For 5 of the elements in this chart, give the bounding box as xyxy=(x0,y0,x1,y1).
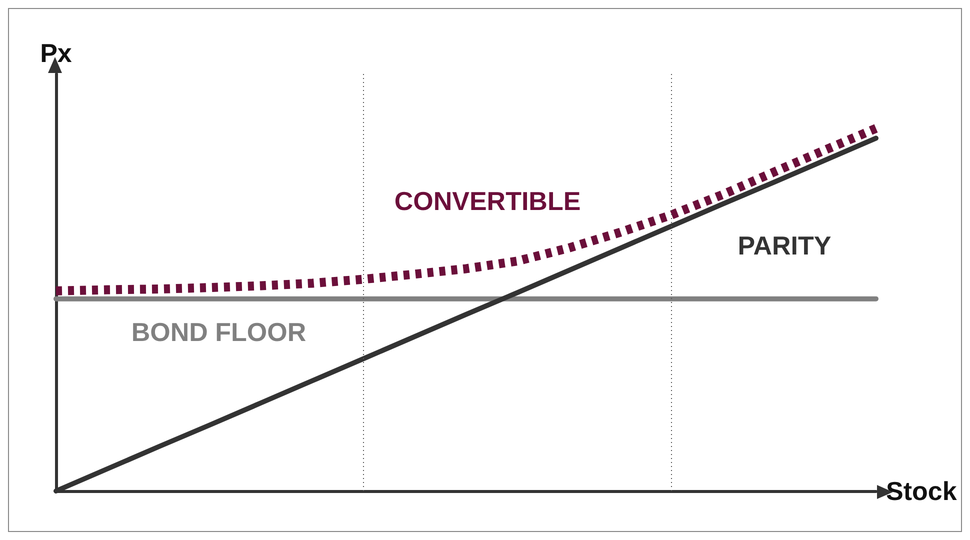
series-label: PARITY xyxy=(738,230,832,260)
series-label: CONVERTIBLE xyxy=(394,186,581,216)
x-axis-title: Stock xyxy=(886,476,958,506)
y-axis-title: Px xyxy=(40,38,72,68)
series-label: BOND FLOOR xyxy=(131,316,306,347)
